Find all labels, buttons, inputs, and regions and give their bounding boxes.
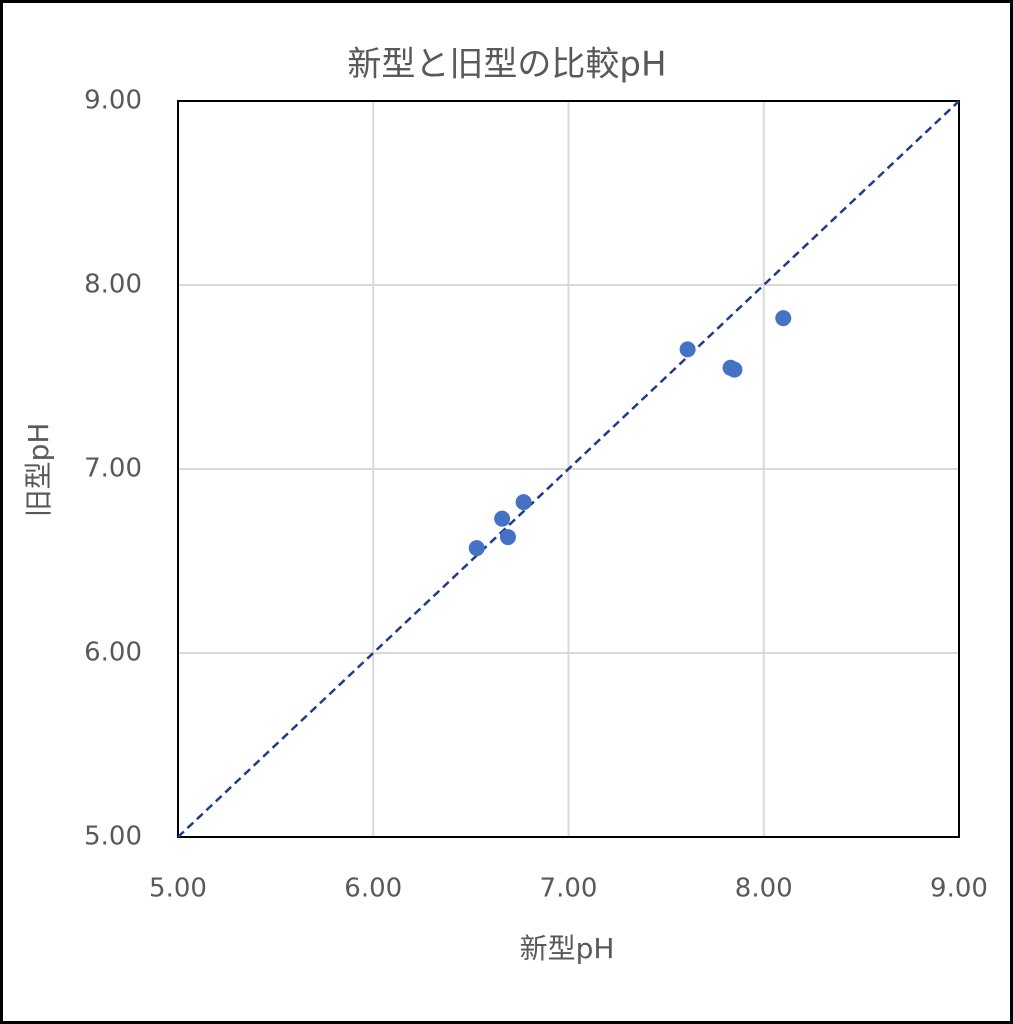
x-tick-label: 5.00 <box>149 874 207 904</box>
point <box>515 494 532 511</box>
point <box>468 540 485 557</box>
plot-border <box>177 100 960 838</box>
y-tick-label: 8.00 <box>84 270 142 300</box>
point <box>499 529 516 546</box>
point <box>494 510 511 527</box>
x-tick-label: 7.00 <box>540 874 598 904</box>
reference-line <box>177 100 960 838</box>
point <box>775 310 792 327</box>
x-tick-label: 9.00 <box>930 874 988 904</box>
point <box>679 341 696 358</box>
y-tick-label: 6.00 <box>84 638 142 668</box>
y-tick-label: 5.00 <box>84 822 142 852</box>
y-tick-label: 9.00 <box>84 86 142 116</box>
point <box>726 361 743 378</box>
x-tick-label: 6.00 <box>344 874 402 904</box>
y-axis-label: 旧型pH <box>22 423 55 518</box>
x-tick-label: 8.00 <box>735 874 793 904</box>
x-axis-label: 新型pH <box>520 932 615 965</box>
chart-title: 新型と旧型の比較pH <box>347 45 666 85</box>
y-tick-label: 7.00 <box>84 454 142 484</box>
